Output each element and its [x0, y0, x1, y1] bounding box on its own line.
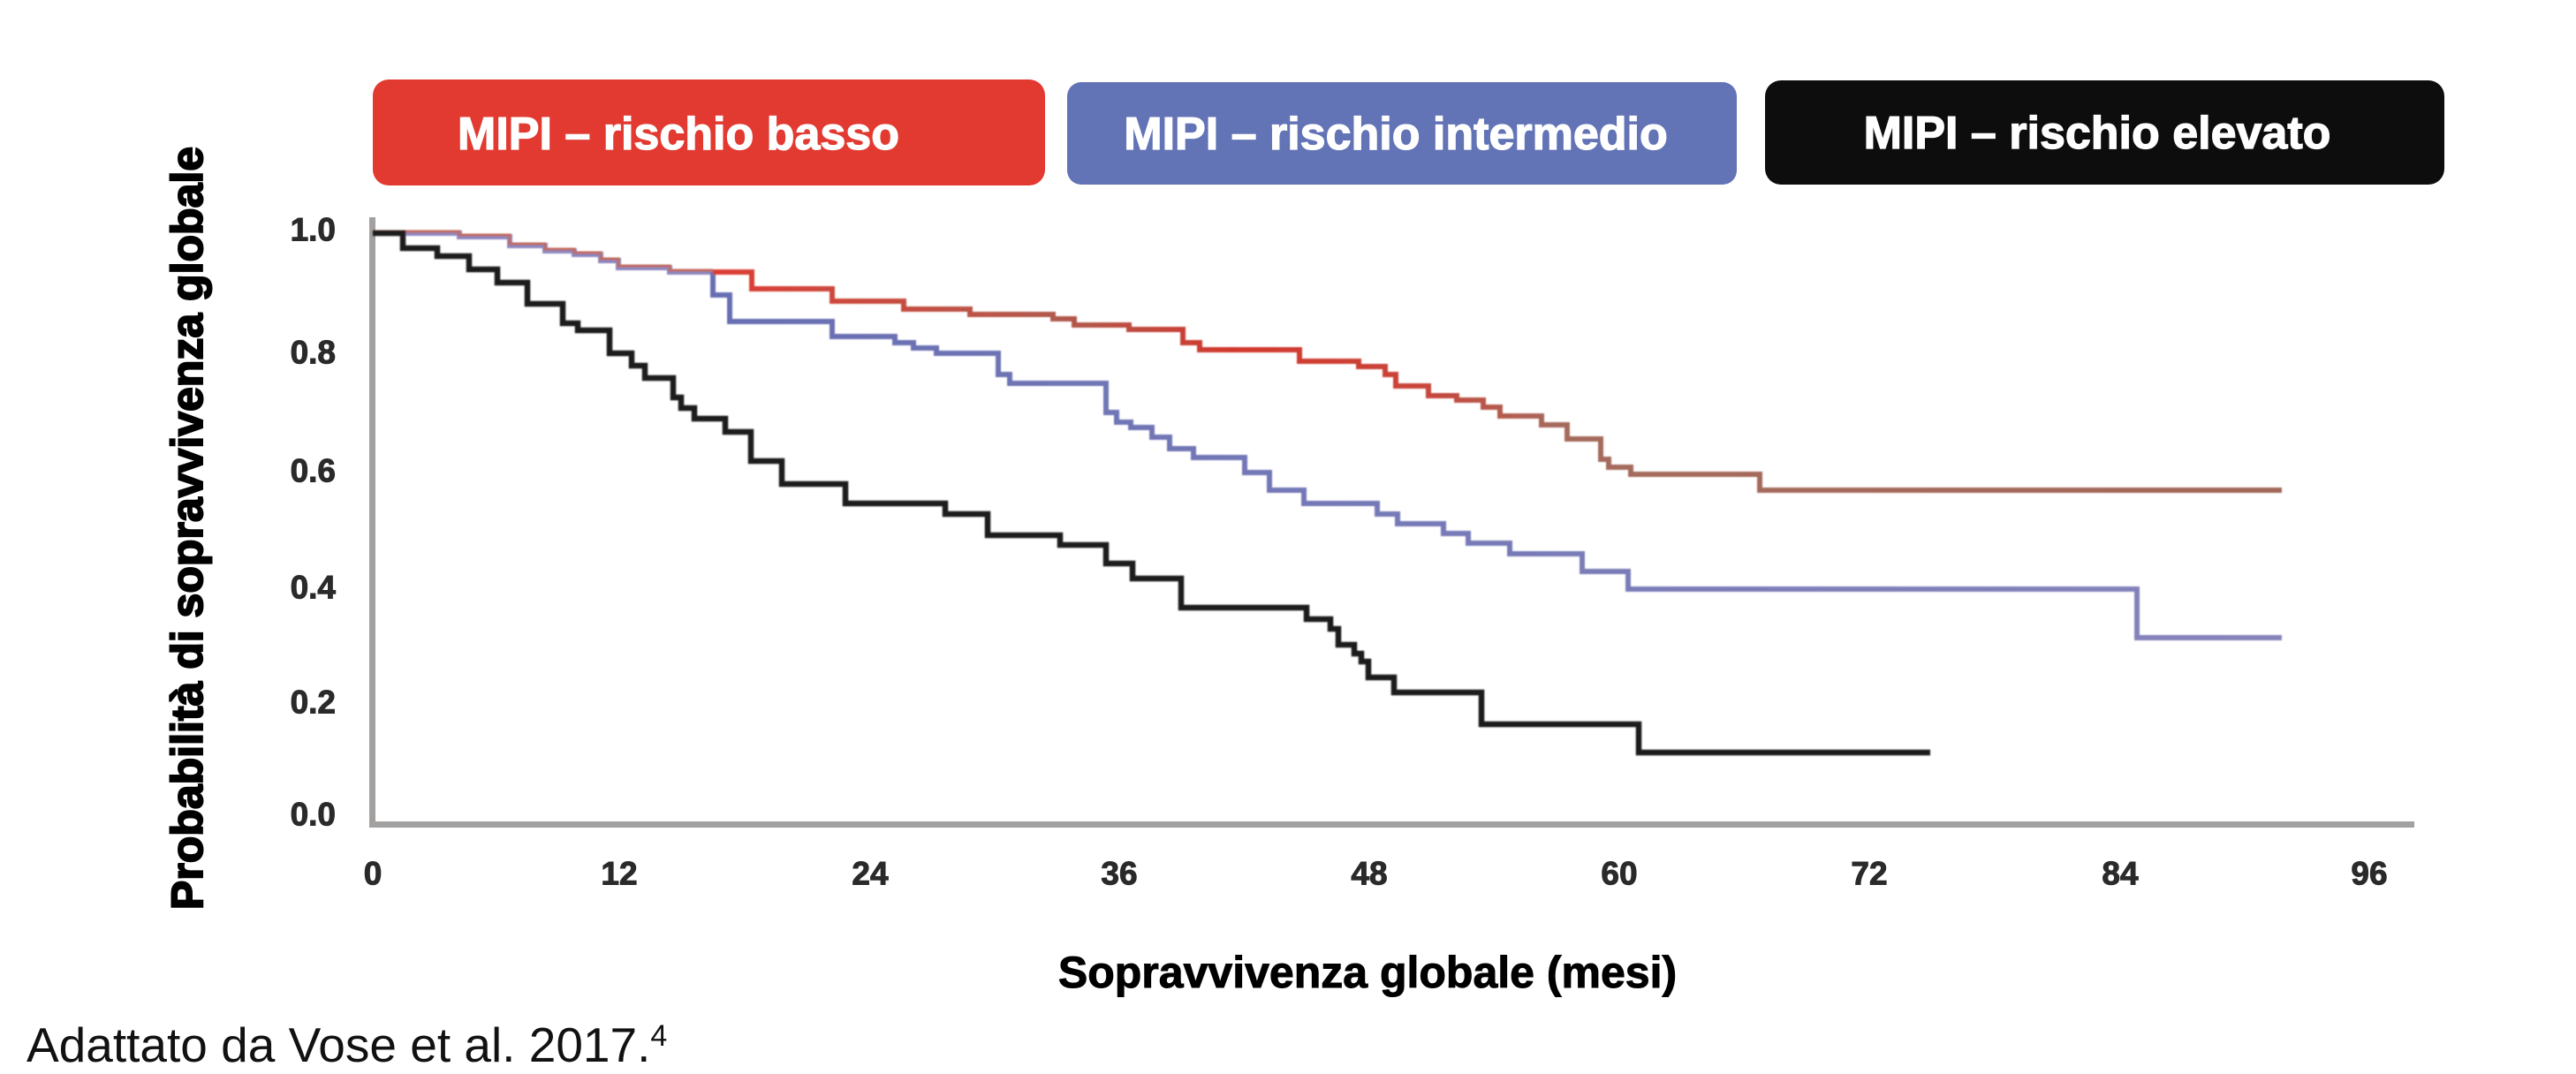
- svg-text:24: 24: [852, 856, 889, 892]
- svg-text:Sopravvivenza globale (mesi): Sopravvivenza globale (mesi): [1058, 948, 1677, 997]
- svg-text:MIPI – rischio elevato: MIPI – rischio elevato: [1864, 108, 2331, 159]
- svg-text:60: 60: [1601, 856, 1637, 892]
- svg-text:0.8: 0.8: [291, 335, 336, 371]
- svg-text:0.6: 0.6: [291, 453, 336, 489]
- svg-text:Probabilità di sopravvivenza g: Probabilità di sopravvivenza globale: [163, 147, 212, 910]
- svg-text:0.4: 0.4: [291, 570, 337, 606]
- svg-text:0.2: 0.2: [291, 684, 336, 721]
- svg-text:1.0: 1.0: [291, 212, 336, 248]
- svg-text:0: 0: [364, 856, 383, 892]
- svg-text:72: 72: [1851, 856, 1887, 892]
- svg-text:MIPI – rischio basso: MIPI – rischio basso: [458, 109, 899, 160]
- svg-text:0.0: 0.0: [291, 797, 336, 833]
- svg-text:12: 12: [601, 856, 637, 892]
- svg-text:84: 84: [2102, 856, 2139, 892]
- svg-text:36: 36: [1101, 856, 1137, 892]
- svg-text:Adattato da Vose et al. 2017.4: Adattato da Vose et al. 2017.4: [27, 1017, 667, 1072]
- svg-text:96: 96: [2351, 856, 2387, 892]
- svg-text:48: 48: [1351, 856, 1387, 892]
- svg-text:MIPI – rischio intermedio: MIPI – rischio intermedio: [1124, 109, 1667, 160]
